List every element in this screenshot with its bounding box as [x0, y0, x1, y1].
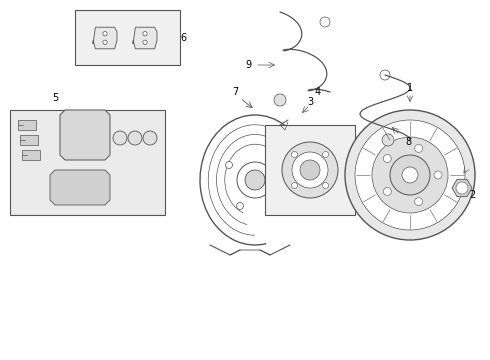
- Circle shape: [380, 70, 390, 80]
- Text: 1: 1: [407, 83, 413, 93]
- Text: 8: 8: [405, 137, 411, 147]
- Circle shape: [415, 198, 423, 206]
- Circle shape: [300, 160, 320, 180]
- Circle shape: [245, 170, 265, 190]
- Circle shape: [103, 32, 107, 36]
- Text: 2: 2: [469, 190, 475, 200]
- Polygon shape: [60, 110, 110, 160]
- Circle shape: [225, 162, 233, 168]
- Text: 3: 3: [307, 97, 313, 107]
- Circle shape: [267, 150, 273, 158]
- Bar: [18, 120, 36, 130]
- Bar: [22, 150, 40, 160]
- Text: 5: 5: [52, 93, 58, 103]
- Circle shape: [322, 183, 329, 189]
- Circle shape: [322, 152, 329, 157]
- Polygon shape: [93, 27, 117, 49]
- Circle shape: [383, 188, 392, 195]
- Circle shape: [237, 202, 244, 210]
- Bar: [20, 135, 38, 145]
- Circle shape: [143, 40, 147, 45]
- Polygon shape: [133, 27, 157, 49]
- Circle shape: [390, 155, 430, 195]
- Circle shape: [456, 182, 468, 194]
- Circle shape: [434, 171, 442, 179]
- Circle shape: [382, 134, 394, 146]
- Text: 7: 7: [232, 87, 238, 97]
- Circle shape: [277, 192, 285, 198]
- Circle shape: [128, 131, 142, 145]
- Circle shape: [143, 131, 157, 145]
- Circle shape: [292, 183, 297, 189]
- Circle shape: [372, 137, 448, 213]
- Circle shape: [282, 142, 338, 198]
- Circle shape: [355, 120, 465, 230]
- Text: 6: 6: [180, 33, 186, 43]
- Circle shape: [237, 162, 273, 198]
- Circle shape: [383, 154, 392, 163]
- Circle shape: [292, 152, 328, 188]
- Bar: [75, 10, 180, 65]
- Bar: [265, 125, 355, 215]
- Circle shape: [292, 152, 297, 157]
- Circle shape: [103, 40, 107, 45]
- Circle shape: [143, 32, 147, 36]
- Circle shape: [274, 94, 286, 106]
- Circle shape: [345, 110, 475, 240]
- Circle shape: [320, 17, 330, 27]
- Text: 9: 9: [245, 60, 251, 70]
- Polygon shape: [50, 170, 110, 205]
- Text: 4: 4: [315, 87, 321, 97]
- Circle shape: [113, 131, 127, 145]
- Bar: [10, 110, 165, 215]
- Circle shape: [415, 144, 423, 152]
- Circle shape: [402, 167, 418, 183]
